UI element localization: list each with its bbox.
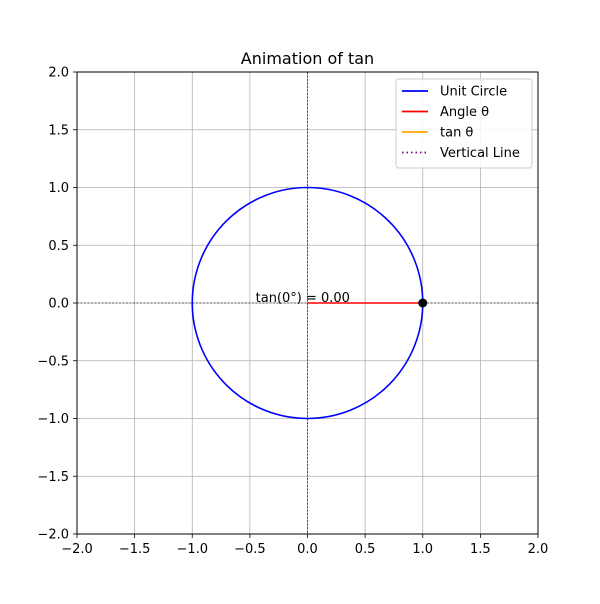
x-tick-label: 0.0: [297, 542, 318, 557]
x-tick-label: 2.0: [528, 542, 549, 557]
legend-label: tan θ: [440, 126, 473, 141]
series: [191, 186, 428, 420]
point-marker: [418, 298, 428, 308]
y-tick-label: 2.0: [48, 66, 69, 81]
legend: Unit Circle Angle θ tan θ Vertical Line: [395, 78, 533, 169]
x-tick-label: −2.0: [61, 542, 93, 557]
y-tick-label: 1.0: [48, 181, 69, 196]
y-tick-label: 0.5: [48, 239, 69, 254]
x-tick-label: −1.0: [176, 542, 208, 557]
x-tick-label: −0.5: [234, 542, 266, 557]
x-tick-label: 1.0: [412, 542, 433, 557]
annotations: tan(0°) = 0.00: [256, 291, 350, 306]
annotation-label: tan(0°) = 0.00: [256, 291, 350, 306]
legend-label: Vertical Line: [440, 146, 520, 161]
chart-title: Animation of tan: [241, 49, 374, 68]
y-tick-label: −0.5: [37, 354, 69, 369]
y-tick-label: −1.0: [37, 412, 69, 427]
x-tick-label: 1.5: [470, 542, 491, 557]
legend-label: Angle θ: [440, 105, 489, 120]
y-tick-label: 0.0: [48, 297, 69, 312]
y-tick-label: −2.0: [37, 528, 69, 543]
y-tick-label: 1.5: [48, 123, 69, 138]
legend-label: Unit Circle: [440, 85, 507, 100]
y-tick-label: −1.5: [37, 470, 69, 485]
ticks: −2.0 −1.5 −1.0 −0.5 0.0 0.5 1.0 1.5 2.0 −2.0 −1.5 −…: [37, 66, 548, 558]
x-tick-label: −1.5: [119, 542, 151, 557]
x-tick-label: 0.5: [355, 542, 376, 557]
legend-box: [395, 78, 533, 169]
